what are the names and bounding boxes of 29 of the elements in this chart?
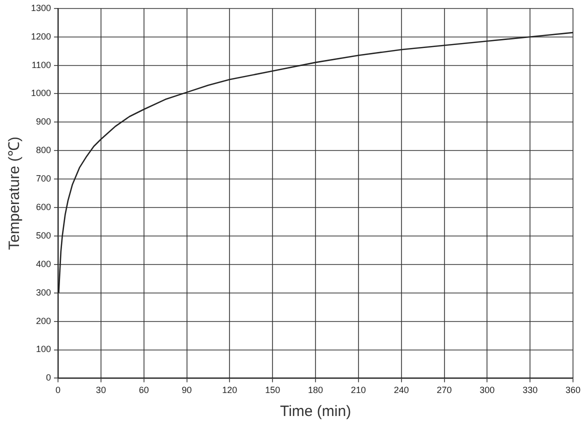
x-tick-label: 240 bbox=[394, 385, 409, 396]
x-tick-label: 90 bbox=[182, 385, 192, 396]
x-tick-label: 360 bbox=[565, 385, 581, 396]
x-tick-label: 180 bbox=[308, 385, 324, 396]
y-tick-label: 1100 bbox=[32, 60, 52, 70]
x-tick-label: 330 bbox=[522, 385, 538, 396]
x-axis-title: Time (min) bbox=[280, 403, 352, 420]
x-tick-label: 30 bbox=[96, 385, 106, 396]
x-tick-label: 270 bbox=[436, 385, 452, 396]
y-tick-label: 200 bbox=[36, 316, 52, 326]
x-tick-label: 0 bbox=[56, 385, 61, 396]
y-tick-label: 700 bbox=[36, 174, 52, 184]
y-tick-label: 900 bbox=[36, 116, 52, 127]
y-tick-label: 100 bbox=[36, 344, 52, 354]
y-tick-label: 0 bbox=[46, 372, 52, 383]
y-tick-label: 500 bbox=[36, 230, 52, 240]
x-tick-label: 210 bbox=[350, 385, 366, 396]
x-tick-label: 120 bbox=[222, 385, 238, 396]
x-tick-label: 300 bbox=[480, 385, 495, 396]
y-tick-label: 600 bbox=[36, 202, 52, 212]
x-tick-label: 60 bbox=[138, 385, 149, 396]
y-tick-label: 1000 bbox=[30, 88, 52, 98]
x-tick-label: 150 bbox=[265, 385, 280, 396]
y-tick-label: 1200 bbox=[30, 31, 52, 42]
y-tick-label: 300 bbox=[36, 287, 52, 298]
y-axis-title: Temperature (℃) bbox=[6, 136, 24, 250]
y-tick-label: 1300 bbox=[30, 2, 52, 13]
y-tick-label: 800 bbox=[36, 145, 52, 156]
y-tick-label: 400 bbox=[36, 258, 52, 269]
